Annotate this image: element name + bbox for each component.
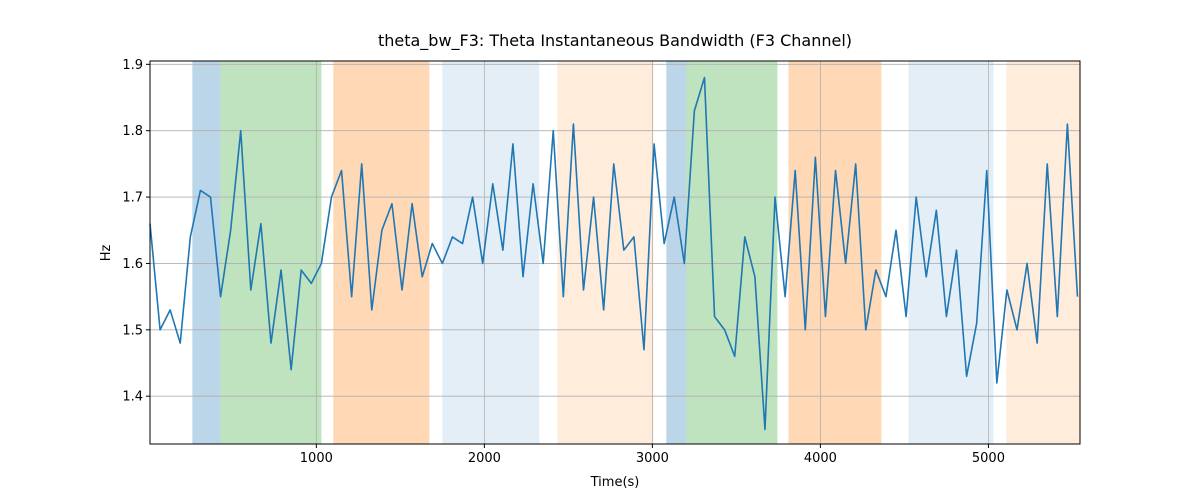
y-tick-label: 1.5 bbox=[122, 323, 143, 338]
shaded-span bbox=[788, 61, 882, 444]
x-tick-label: 2000 bbox=[468, 451, 501, 466]
ticks: 1000 2000 3000 4000 5000 1.4 1.5 1.6 1.7 1.8 1.9 bbox=[122, 58, 1005, 466]
x-tick-label: 1000 bbox=[300, 451, 333, 466]
y-tick-label: 1.7 bbox=[122, 191, 143, 206]
y-tick-label: 1.4 bbox=[122, 390, 143, 405]
shaded-span bbox=[442, 61, 540, 444]
chart-title: theta_bw_F3: Theta Instantaneous Bandwid… bbox=[378, 31, 852, 51]
shaded-span bbox=[557, 61, 654, 444]
x-axis-label: Time(s) bbox=[590, 475, 640, 490]
x-tick-label: 4000 bbox=[804, 451, 837, 466]
spans bbox=[192, 61, 1080, 444]
axes-frame bbox=[149, 60, 1081, 445]
x-tick-label: 5000 bbox=[972, 451, 1005, 466]
y-tick-label: 1.8 bbox=[122, 124, 143, 139]
data-line bbox=[149, 76, 1079, 431]
grid bbox=[150, 61, 1080, 444]
plot bbox=[149, 76, 1079, 431]
shaded-span bbox=[220, 61, 322, 444]
y-tick-label: 1.6 bbox=[122, 257, 143, 272]
shaded-span bbox=[686, 61, 778, 444]
x-tick-label: 3000 bbox=[636, 451, 669, 466]
y-tick-label: 1.9 bbox=[122, 58, 143, 73]
shaded-span bbox=[666, 61, 687, 444]
shaded-span bbox=[1006, 61, 1080, 444]
shaded-span bbox=[333, 61, 430, 444]
y-axis-label: Hz bbox=[99, 245, 114, 262]
